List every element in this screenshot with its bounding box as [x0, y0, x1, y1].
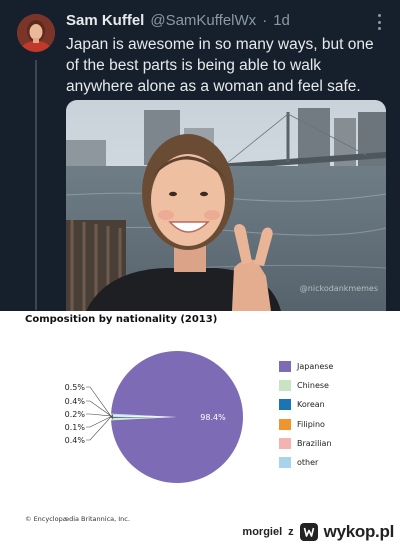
legend-item: Brazilian [279, 437, 394, 449]
pie-slice-japanese [111, 351, 243, 483]
more-vertical-icon[interactable] [376, 14, 382, 30]
legend-swatch [279, 361, 291, 372]
user-handle[interactable]: @SamKuffelWx [150, 12, 257, 29]
footer-username[interactable]: morgiel [242, 526, 283, 538]
outside-data-label: 0.4% [65, 397, 86, 406]
legend-label: Chinese [297, 381, 329, 391]
outside-data-label: 0.4% [65, 436, 86, 445]
legend-label: Filipino [297, 419, 325, 429]
outside-data-label: 0.2% [65, 410, 86, 419]
wykop-logo-icon [299, 523, 318, 541]
leader-line [86, 415, 114, 428]
separator-dot: · [262, 12, 268, 29]
legend-label: Korean [297, 400, 325, 410]
legend-label: other [297, 457, 319, 467]
legend-label: Japanese [297, 362, 334, 371]
avatar[interactable] [17, 14, 55, 52]
pie-slice-other [110, 413, 178, 418]
leader-line [86, 400, 114, 418]
legend-swatch [279, 380, 291, 392]
leader-line [86, 413, 114, 417]
wykop-footer: morgiel z wykop.pl [242, 521, 394, 543]
outside-data-label: 0.5% [65, 383, 86, 392]
tweet-text: Japan is awesome in so many ways, but on… [66, 36, 374, 95]
legend-label: Brazilian [297, 438, 332, 448]
copyright-notice: © Encyclopædia Britannica, Inc. [25, 515, 130, 523]
legend-item: Japanese [279, 361, 394, 372]
chart-title: Composition by nationality (2013) [25, 314, 218, 325]
chart-panel: Composition by nationality (2013) 0.5% 0.… [0, 311, 400, 547]
thread-line [35, 60, 37, 310]
tweet-card: Sam Kuffel @SamKuffelWx · 1d Japan is aw… [0, 0, 400, 311]
leader-line [86, 386, 114, 420]
display-name[interactable]: Sam Kuffel [66, 12, 145, 29]
legend-item: other [279, 456, 394, 468]
tweet-age[interactable]: 1d [273, 12, 290, 29]
tweet-header: Sam Kuffel @SamKuffelWx · 1d [66, 12, 390, 32]
outside-data-label: 0.1% [65, 423, 86, 432]
pie-chart: 0.5% 0.4% 0.2% 0.1% 0.4% 98.4% [65, 351, 243, 483]
leader-line [86, 414, 114, 441]
legend-swatch [279, 437, 291, 449]
footer-separator: z [288, 526, 294, 538]
inside-data-label: 98.4% [200, 413, 226, 422]
legend-item: Korean [279, 399, 394, 411]
legend-swatch [279, 418, 291, 430]
tweet-photo[interactable]: @nickodankmemes [66, 100, 386, 311]
legend-swatch [279, 456, 291, 468]
chart-legend: Japanese Chinese Korean Filipino Brazilian ot… [279, 361, 394, 476]
legend-item: Chinese [279, 380, 394, 392]
legend-swatch [279, 399, 291, 411]
legend-item: Filipino [279, 418, 394, 430]
photo-watermark: @nickodankmemes [299, 284, 378, 293]
footer-site-name[interactable]: wykop.pl [323, 522, 395, 541]
